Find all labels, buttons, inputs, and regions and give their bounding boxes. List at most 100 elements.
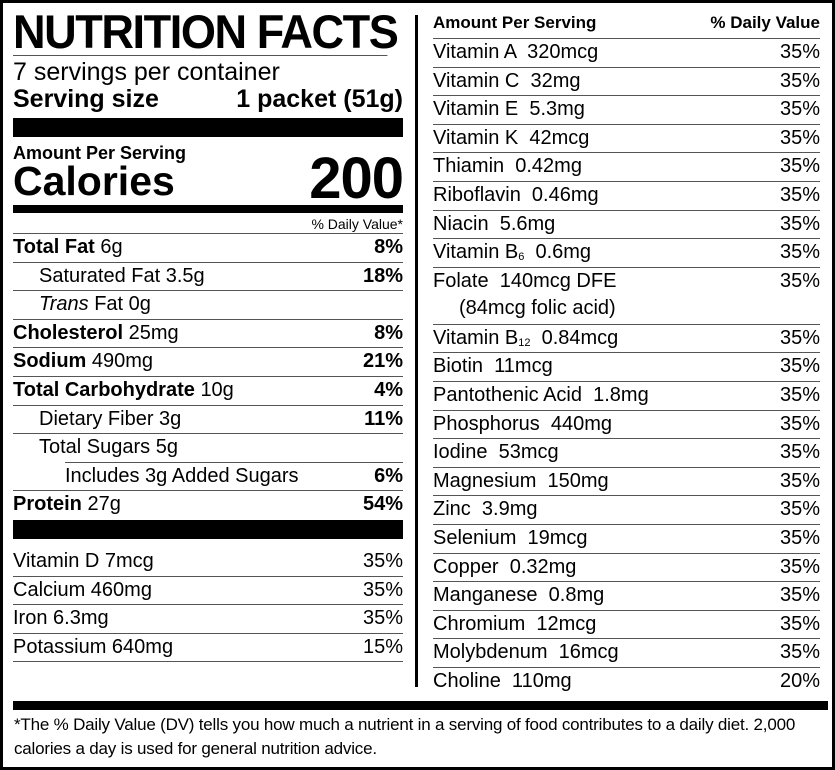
- micro-row-vitamin-b6: Vitamin B6 0.6mg 35%: [433, 239, 820, 268]
- micro-row-vitamin-c: Vitamin C 32mg 35%: [433, 68, 820, 97]
- micro-row-biotin: Biotin 11mcg 35%: [433, 353, 820, 382]
- micro-name: Biotin 11mcg: [433, 355, 553, 378]
- micro-name: Molybdenum 16mcg: [433, 641, 619, 664]
- micro-dv: 35%: [779, 155, 820, 178]
- micro-dv: 35%: [779, 326, 820, 349]
- serving-size-value: 1 packet (51g): [236, 85, 403, 113]
- micro-name: Iodine 53mcg: [433, 441, 559, 464]
- nutrient-row-sodium: Sodium 490mg 21%: [13, 348, 403, 377]
- micro-row-vitamin-k: Vitamin K 42mcg 35%: [433, 125, 820, 154]
- nutrient-dv: 11%: [364, 407, 403, 430]
- nutrient-amount: 490mg: [91, 350, 154, 373]
- nutrient-amount: 0g: [128, 293, 151, 316]
- micro-name: Copper 0.32mg: [433, 555, 577, 578]
- micro-name: Potassium 640mg: [13, 635, 174, 658]
- micro-dv: 35%: [779, 498, 820, 521]
- nutrient-dv: 54%: [362, 493, 403, 516]
- footer-divider: [13, 701, 828, 710]
- nutrient-dv: 18%: [362, 264, 403, 287]
- nutrient-row-total-carbohydrate: Total Carbohydrate 10g 4%: [13, 377, 403, 406]
- micro-name: Vitamin A 320mcg: [433, 41, 599, 63]
- micro-row-iron: Iron 6.3mg 35%: [13, 605, 403, 634]
- micro-dv: 35%: [779, 612, 820, 635]
- nutrient-name: Total Carbohydrate: [13, 378, 195, 401]
- nutrient-amount: 25mg: [128, 321, 179, 344]
- micro-dv: 35%: [362, 549, 403, 572]
- micro-row-thiamin: Thiamin 0.42mg 35%: [433, 153, 820, 182]
- nutrient-name: Total Fat: [13, 236, 95, 258]
- micro-row-riboflavin: Riboflavin 0.46mg 35%: [433, 182, 820, 211]
- micro-dv: 35%: [779, 69, 820, 92]
- micro-name: Selenium 19mcg: [433, 526, 588, 549]
- micro-name: Iron 6.3mg: [13, 607, 109, 630]
- calories-label: Calories: [13, 158, 175, 204]
- nutrient-name: Saturated Fat: [39, 264, 161, 287]
- micro-row-chromium: Chromium 12mcg 35%: [433, 611, 820, 640]
- micro-dv: 35%: [779, 555, 820, 578]
- micro-name: Riboflavin 0.46mg: [433, 183, 599, 206]
- nutrient-row-trans-fat: Trans Fat 0g: [13, 291, 403, 320]
- micro-dv: 35%: [779, 98, 820, 121]
- micro-name: Vitamin B6 0.6mg: [433, 239, 591, 267]
- nutrient-row-total-fat: Total Fat 6g 8%: [13, 234, 403, 263]
- right-amount-header: Amount Per Serving: [433, 13, 597, 32]
- medium-divider: [13, 205, 403, 213]
- micro-dv: 35%: [779, 126, 820, 149]
- micro-dv: 35%: [779, 41, 820, 63]
- micro-name-block: Folate 140mcg DFE (84mcg folic acid): [433, 268, 616, 324]
- micro-name: Vitamin D 7mcg: [13, 549, 154, 572]
- micro-row-copper: Copper 0.32mg 35%: [433, 554, 820, 583]
- right-column: Amount Per Serving % Daily Value Vitamin…: [433, 11, 820, 696]
- micro-dv: 35%: [779, 269, 820, 292]
- micro-name-prefix: Vitamin B: [433, 326, 519, 349]
- micro-row-folate: Folate 140mcg DFE (84mcg folic acid) 35%: [433, 268, 820, 325]
- calories-value: 200: [309, 146, 404, 211]
- left-column: NUTRITION FACTS 7 servings per container…: [13, 5, 404, 663]
- nutrient-dv: 4%: [374, 378, 403, 401]
- column-divider: [415, 15, 418, 687]
- nutrient-row-added-sugars: Includes 3g Added Sugars 6%: [13, 463, 403, 492]
- nutrient-name: Fat: [94, 293, 124, 316]
- micro-name: Zinc 3.9mg: [433, 498, 538, 521]
- micro-row-choline: Choline 110mg 20%: [433, 668, 820, 697]
- micro-name-amount: 0.6mg: [524, 241, 592, 264]
- nutrient-amount: 3g: [159, 407, 182, 430]
- micro-dv: 35%: [779, 183, 820, 206]
- micro-name-prefix: Vitamin B: [433, 241, 519, 264]
- nutrient-amount: 5g: [155, 436, 178, 459]
- serving-size-label: Serving size: [13, 85, 159, 113]
- right-column-header: Amount Per Serving % Daily Value: [433, 11, 820, 39]
- micro-dv: 35%: [779, 441, 820, 464]
- micro-dv: 35%: [779, 212, 820, 235]
- nutrient-name: Dietary Fiber: [39, 407, 154, 430]
- micro-row-pantothenic-acid: Pantothenic Acid 1.8mg 35%: [433, 382, 820, 411]
- micro-dv: 35%: [362, 607, 403, 630]
- nutrient-amount: 10g: [200, 378, 234, 401]
- nutrient-row-cholesterol: Cholesterol 25mg 8%: [13, 320, 403, 349]
- micro-dv: 35%: [779, 355, 820, 378]
- label-title: NUTRITION FACTS: [13, 5, 399, 58]
- micro-name: Vitamin E 5.3mg: [433, 98, 585, 121]
- nutrient-dv: 21%: [362, 350, 403, 373]
- nutrient-dv: 6%: [374, 464, 403, 487]
- micro-row-phosphorus: Phosphorus 440mg 35%: [433, 411, 820, 440]
- micro-name: Phosphorus 440mg: [433, 412, 613, 435]
- micro-row-molybdenum: Molybdenum 16mcg 35%: [433, 639, 820, 668]
- micro-row-vitamin-e: Vitamin E 5.3mg 35%: [433, 96, 820, 125]
- nutrient-name-italic: Trans: [39, 293, 89, 316]
- micro-row-niacin: Niacin 5.6mg 35%: [433, 211, 820, 240]
- thick-divider-protein: [13, 519, 403, 539]
- micro-name: Chromium 12mcg: [433, 612, 597, 635]
- micro-name-amount: 0.84mcg: [530, 326, 619, 349]
- nutrient-row-protein: Protein 27g 54%: [13, 491, 403, 520]
- micro-dv: 35%: [779, 641, 820, 664]
- micro-dv: 35%: [779, 584, 820, 607]
- nutrient-name: Total Sugars: [39, 436, 151, 459]
- micro-row-iodine: Iodine 53mcg 35%: [433, 439, 820, 468]
- micro-name: Vitamin K 42mcg: [433, 126, 590, 149]
- micro-row-vitamin-d: Vitamin D 7mcg 35%: [13, 548, 403, 577]
- thick-divider: [13, 118, 403, 137]
- micro-name-subscript: 12: [518, 336, 531, 349]
- nutrient-name: Sodium: [13, 350, 87, 373]
